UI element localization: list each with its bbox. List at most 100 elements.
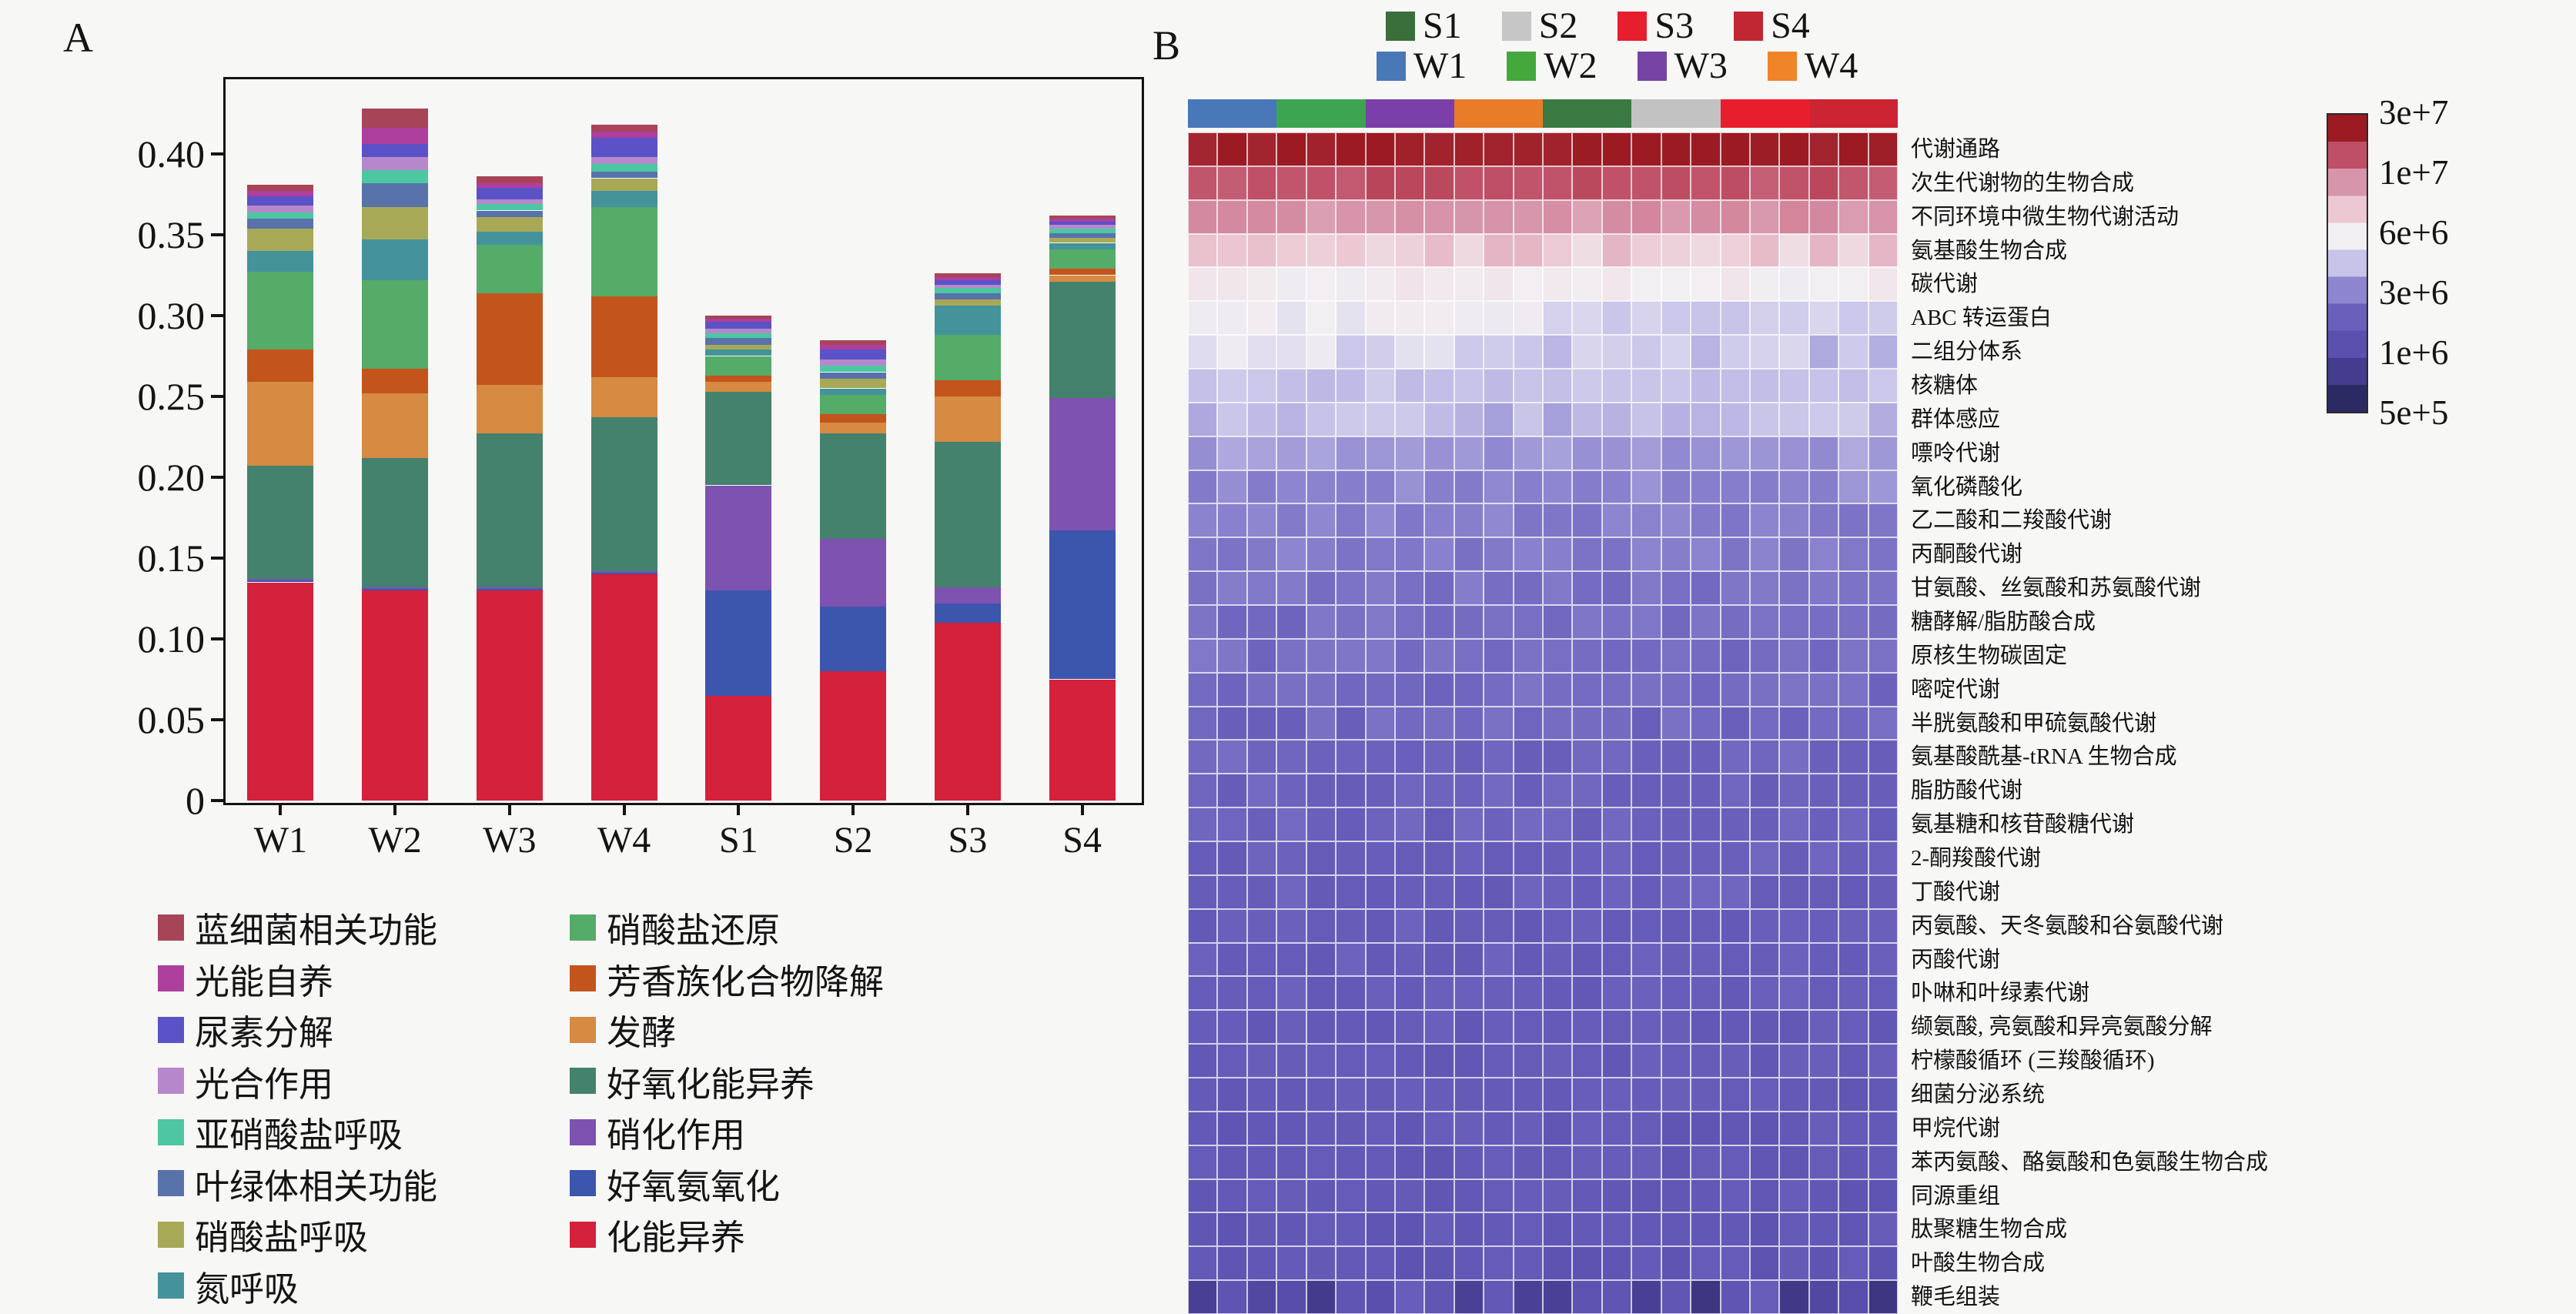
bar-segment-叶绿体相关功能: [590, 172, 657, 179]
heatmap-cell: [1394, 1078, 1425, 1112]
heatmap-cell: [1276, 132, 1306, 166]
heatmap-cell: [1217, 740, 1247, 774]
heatmap-cell: [1336, 874, 1366, 909]
bar-segment-氮呼吸: [247, 251, 314, 272]
heatmap-cell: [1424, 503, 1454, 538]
heatmap-cell: [1572, 1010, 1602, 1045]
heatmap-row-label: 嘧啶代谢: [1911, 677, 2001, 702]
heatmap-cell: [1365, 706, 1395, 741]
heatmap-cell: [1631, 1246, 1661, 1281]
heatmap-cell: [1779, 233, 1809, 268]
heatmap-cell: [1454, 1078, 1484, 1112]
heatmap-cell: [1838, 1078, 1868, 1112]
heatmap-cell: [1543, 605, 1573, 639]
heatmap-cell: [1868, 1010, 1898, 1045]
bar-segment-尿素分解: [1049, 222, 1116, 226]
heatmap-cell: [1424, 1010, 1454, 1045]
heatmap-cell: [1454, 571, 1484, 605]
heatmap-cell: [1217, 807, 1247, 841]
heatmap-cell: [1276, 841, 1306, 875]
heatmap-cell: [1779, 774, 1809, 808]
heatmap-cell: [1188, 166, 1218, 200]
bar-segment-发酵: [705, 382, 772, 392]
heatmap-cell: [1661, 807, 1691, 841]
heatmap-cell: [1572, 706, 1602, 741]
heatmap-cell: [1217, 1078, 1247, 1112]
heatmap-cell: [1276, 740, 1306, 774]
heatmap-cell: [1808, 503, 1839, 538]
heatmap-cell: [1691, 1078, 1721, 1112]
heatmap-cell: [1691, 807, 1721, 841]
heatmap-cell: [1838, 199, 1868, 234]
heatmap-cell: [1276, 638, 1306, 673]
heatmap-cell: [1394, 1044, 1425, 1078]
heatmap-cell: [1838, 1280, 1868, 1314]
heatmap-cell: [1779, 1078, 1809, 1112]
heatmap-cell: [1188, 301, 1218, 336]
heatmap-cell: [1868, 638, 1898, 673]
heatmap-cell: [1808, 436, 1839, 470]
legend-swatch-icon: [1618, 11, 1648, 41]
heatmap-cell: [1808, 1280, 1839, 1314]
legend-label: 氮呼吸: [195, 1269, 299, 1309]
bar-segment-好氧氨氧化: [1049, 530, 1116, 680]
legend-swatch-icon: [1767, 51, 1797, 81]
heatmap-cell: [1749, 740, 1780, 774]
heatmap-cell: [1720, 537, 1750, 572]
bar-segment-亚硝酸盐呼吸: [476, 204, 543, 211]
heatmap-cell: [1572, 605, 1602, 639]
heatmap-cell: [1484, 740, 1514, 774]
bar-segment-硝化作用: [705, 485, 772, 590]
heatmap-cell: [1306, 1280, 1337, 1314]
heatmap-cell: [1336, 436, 1366, 470]
heatmap-cell: [1749, 942, 1780, 977]
heatmap-row-label: 脂肪酸代谢: [1911, 778, 2023, 804]
heatmap-cell: [1394, 1179, 1425, 1213]
heatmap-cell: [1365, 908, 1395, 943]
bar-segment-尿素分解: [934, 279, 1001, 286]
bar-segment-光合作用: [934, 285, 1001, 289]
heatmap-cell: [1246, 1179, 1277, 1213]
heatmap-cell: [1720, 267, 1750, 302]
legend-label: 亚硝酸盐呼吸: [195, 1116, 403, 1155]
heatmap-cell: [1188, 1145, 1218, 1179]
bar-segment-氮呼吸: [934, 306, 1001, 336]
heatmap-cell: [1188, 841, 1218, 875]
heatmap-cell: [1779, 436, 1809, 470]
heatmap-row-label: 肽聚糖生物合成: [1911, 1217, 2068, 1242]
heatmap-cell: [1246, 1111, 1277, 1145]
heatmap-cell: [1336, 1179, 1366, 1213]
bar-segment-硝酸盐呼吸: [1049, 238, 1116, 243]
heatmap-cell: [1543, 1280, 1573, 1314]
heatmap-cell: [1246, 874, 1277, 909]
heatmap-row-label: 同源重组: [1911, 1183, 2001, 1209]
heatmap-cell: [1454, 402, 1484, 436]
legend-item: 光合作用: [158, 1056, 333, 1106]
heatmap-cell: [1365, 369, 1395, 403]
heatmap-colorbar: [2327, 113, 2368, 413]
heatmap-cell: [1394, 537, 1425, 572]
heatmap-cell: [1336, 166, 1366, 200]
heatmap-cell: [1601, 537, 1632, 572]
heatmap-row-label: 丙氨酸、天冬氨酸和谷氨酸代谢: [1911, 913, 2224, 938]
heatmap-cell: [1336, 301, 1366, 336]
heatmap-cell: [1868, 199, 1898, 234]
legend-swatch-icon: [570, 965, 596, 991]
heatmap-cell: [1749, 132, 1780, 166]
heatmap-cell: [1868, 1179, 1898, 1213]
heatmap-cell: [1601, 908, 1632, 943]
heatmap-cell: [1868, 402, 1898, 436]
heatmap-cell: [1246, 1044, 1277, 1078]
bar-segment-芳香族化合物降解: [590, 296, 657, 377]
heatmap-cell: [1306, 503, 1337, 538]
annotation-group-S1: [1543, 99, 1632, 128]
heatmap-cell: [1276, 1044, 1306, 1078]
heatmap-cell: [1691, 301, 1721, 336]
heatmap-cell: [1808, 571, 1839, 605]
heatmap-cell: [1424, 942, 1454, 977]
legend-item: 芳香族化合物降解: [570, 954, 884, 1004]
heatmap-cell: [1631, 1179, 1661, 1213]
legend-swatch-icon: [570, 1170, 596, 1196]
heatmap-cell: [1336, 199, 1366, 234]
bar-segment-芳香族化合物降解: [362, 369, 429, 393]
